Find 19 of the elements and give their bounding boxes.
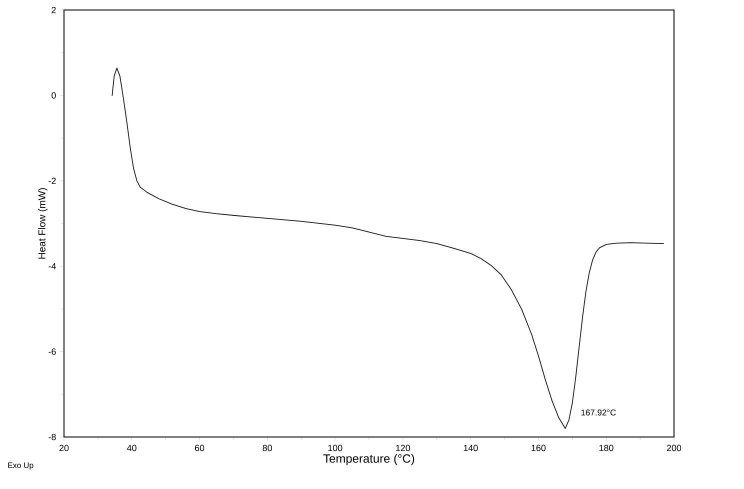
x-tick-label: 60 xyxy=(195,444,204,452)
x-tick-label: 200 xyxy=(666,444,682,452)
y-tick-label: -4 xyxy=(48,263,56,270)
x-tick-label: 180 xyxy=(599,444,614,452)
y-tick-label: -6 xyxy=(48,348,56,355)
x-tick-label: 160 xyxy=(532,444,546,452)
x-tick-label: 80 xyxy=(262,444,272,452)
y-tick-label: -8 xyxy=(48,434,56,440)
y-tick-label: -2 xyxy=(48,178,56,184)
x-tick-label: 120 xyxy=(396,444,410,452)
annotation: 167.92°C xyxy=(581,410,616,416)
y-tick-label: 2 xyxy=(52,6,56,14)
x-tick-label: 40 xyxy=(126,444,136,452)
x-axis-title: Temperature (°C) xyxy=(323,454,414,466)
x-tick-label: 140 xyxy=(464,444,478,452)
y-tick-label: 0 xyxy=(52,92,56,99)
y-axis-title: Heat Flow (mW) xyxy=(38,188,48,259)
x-tick-label: 20 xyxy=(59,444,69,452)
x-tick-label: 100 xyxy=(328,444,342,452)
